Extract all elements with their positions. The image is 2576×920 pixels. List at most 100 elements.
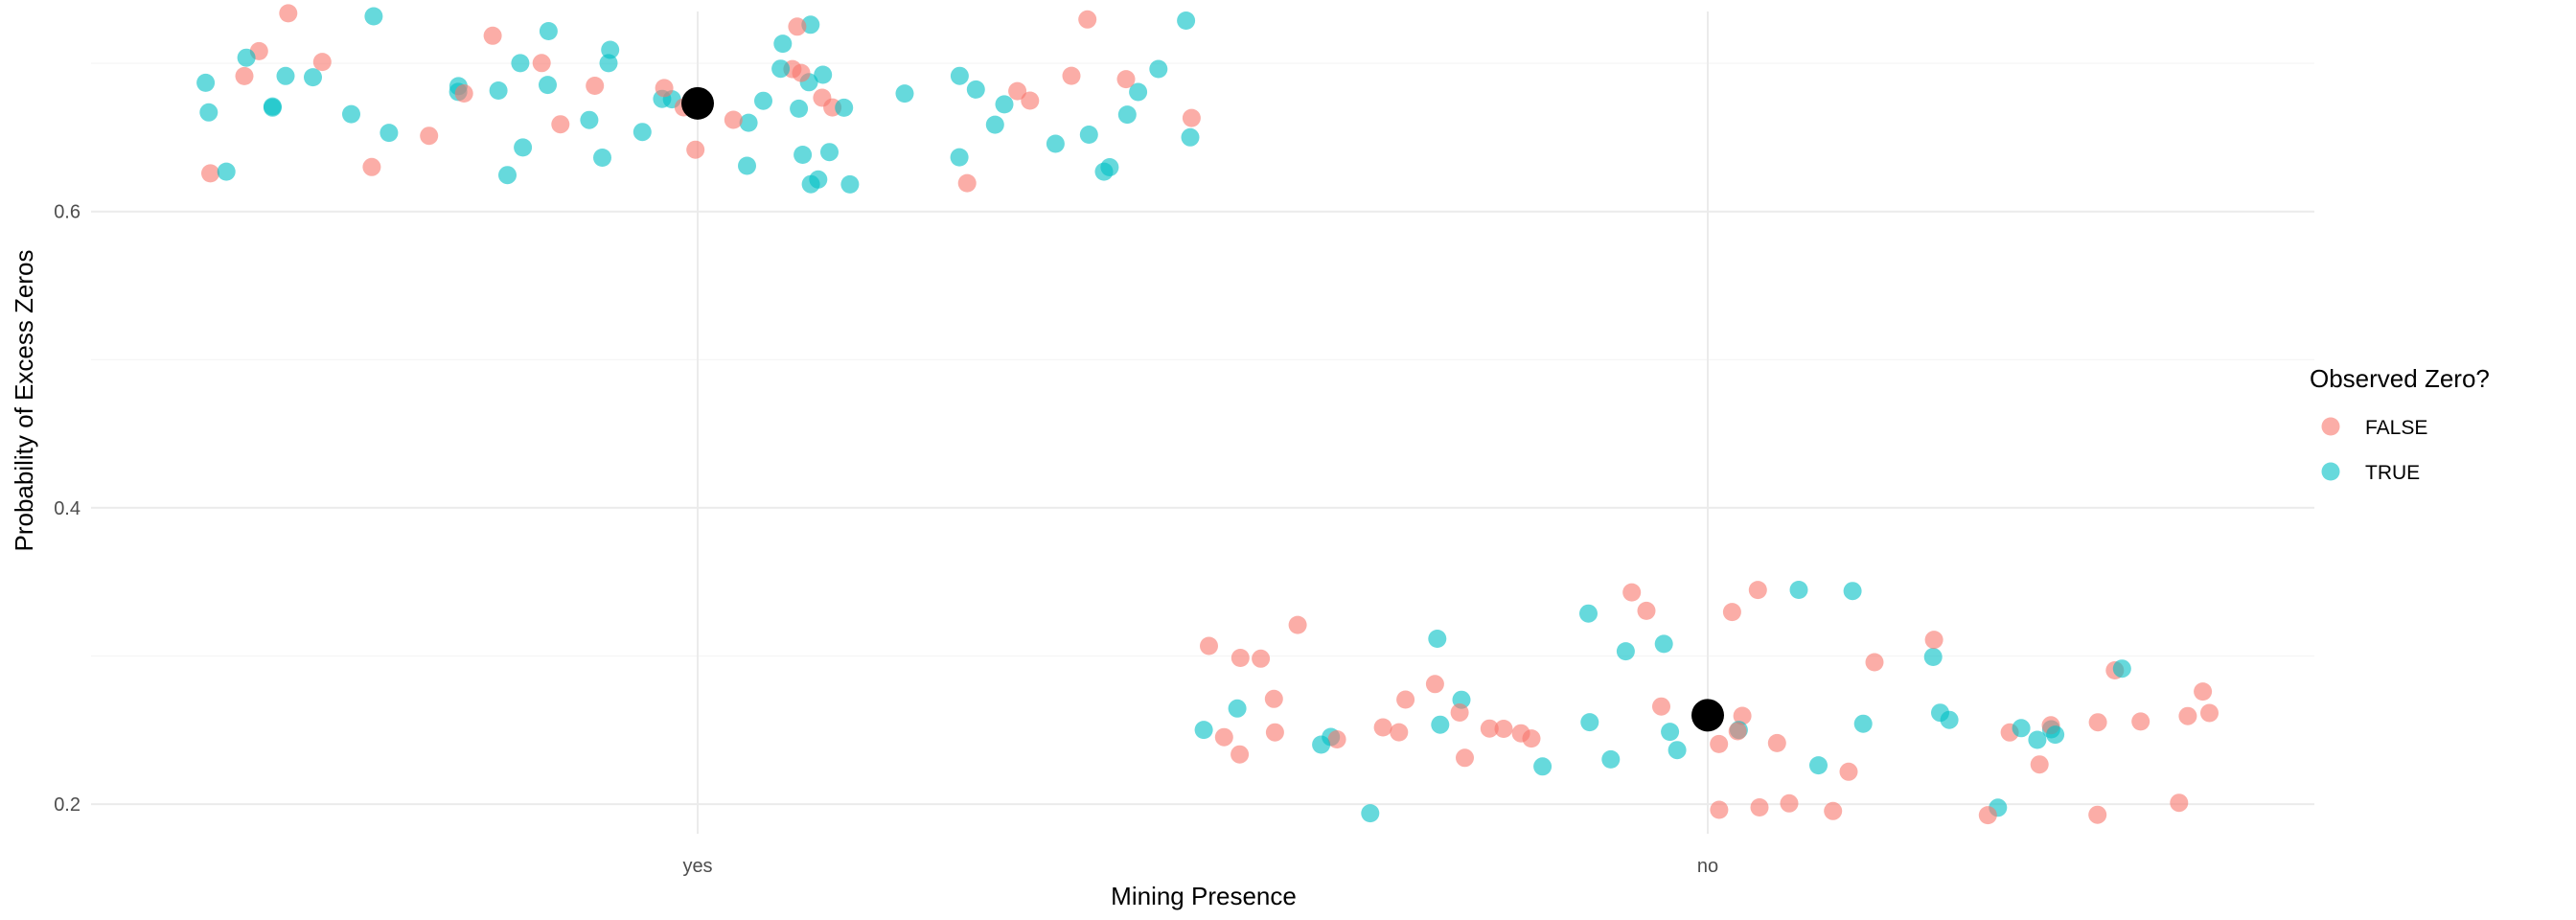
y-tick-label: 0.6 bbox=[54, 202, 80, 223]
point-true bbox=[739, 113, 758, 132]
point-true bbox=[814, 65, 833, 84]
point-true bbox=[995, 95, 1014, 114]
point-false bbox=[686, 140, 705, 159]
point-true bbox=[840, 174, 860, 194]
point-false bbox=[1978, 806, 1997, 825]
point-false bbox=[586, 77, 605, 95]
point-false bbox=[1722, 603, 1741, 622]
point-false bbox=[1728, 722, 1747, 741]
point-true bbox=[801, 15, 820, 34]
point-false bbox=[1230, 649, 1250, 667]
point-false bbox=[655, 79, 674, 98]
point-true bbox=[966, 80, 985, 99]
legend-key-true bbox=[2321, 462, 2340, 481]
point-false bbox=[279, 4, 298, 23]
point-true bbox=[790, 99, 809, 118]
point-false bbox=[1748, 581, 1767, 600]
point-false bbox=[1230, 745, 1250, 764]
legend-title: Observed Zero? bbox=[2310, 364, 2490, 393]
point-true bbox=[835, 98, 854, 117]
point-true bbox=[1149, 59, 1168, 79]
point-true bbox=[1843, 582, 1862, 601]
point-true bbox=[738, 156, 756, 175]
point-true bbox=[2012, 719, 2031, 738]
point-false bbox=[813, 88, 832, 107]
point-true bbox=[1809, 756, 1828, 775]
point-false bbox=[1733, 706, 1752, 725]
point-true bbox=[773, 34, 793, 54]
point-true bbox=[1312, 735, 1331, 754]
point-false bbox=[1824, 801, 1843, 820]
point-true bbox=[1654, 634, 1673, 654]
point-true bbox=[754, 91, 772, 110]
point-true bbox=[199, 103, 218, 122]
point-false bbox=[788, 17, 807, 36]
point-false bbox=[1750, 798, 1769, 816]
point-false bbox=[1767, 733, 1786, 752]
y-tick-label: 0.4 bbox=[54, 498, 80, 519]
y-axis-title: Probability of Excess Zeros bbox=[10, 249, 38, 551]
point-true bbox=[599, 54, 618, 73]
x-tick-label: yes bbox=[682, 856, 712, 877]
point-true bbox=[593, 149, 611, 167]
point-true bbox=[1789, 581, 1808, 599]
point-false bbox=[1182, 108, 1201, 127]
point-true bbox=[2028, 730, 2047, 749]
point-false bbox=[1450, 703, 1469, 722]
point-true bbox=[1194, 721, 1213, 740]
point-true bbox=[1580, 713, 1599, 732]
point-false bbox=[1622, 583, 1642, 602]
point-false bbox=[724, 110, 743, 129]
point-true bbox=[1094, 162, 1114, 181]
point-false bbox=[2131, 712, 2150, 731]
point-false bbox=[1924, 631, 1944, 650]
point-true bbox=[498, 166, 517, 185]
point-true bbox=[1428, 630, 1447, 648]
point-true bbox=[364, 7, 383, 26]
point-true bbox=[1579, 604, 1598, 623]
point-false bbox=[1494, 720, 1513, 738]
point-false bbox=[1288, 615, 1307, 634]
point-false bbox=[1637, 601, 1656, 620]
point-false bbox=[1456, 748, 1474, 768]
grid-layer bbox=[91, 12, 2314, 834]
point-true bbox=[950, 66, 969, 85]
point-true bbox=[304, 68, 322, 87]
legend-key-false bbox=[2321, 417, 2340, 436]
point-false bbox=[1021, 91, 1040, 110]
point-false bbox=[235, 66, 254, 85]
point-true bbox=[1616, 642, 1635, 661]
point-false bbox=[1780, 794, 1799, 813]
point-false bbox=[1214, 727, 1233, 747]
point-false bbox=[1116, 70, 1136, 89]
point-true bbox=[580, 110, 599, 129]
point-true bbox=[950, 148, 969, 167]
point-true bbox=[276, 66, 295, 85]
point-false bbox=[532, 54, 551, 73]
point-false bbox=[362, 157, 381, 176]
point-true bbox=[1853, 714, 1873, 733]
point-false bbox=[1373, 718, 1392, 737]
legend-label-true: TRUE bbox=[2365, 462, 2420, 484]
point-true bbox=[1361, 804, 1380, 823]
point-true bbox=[489, 81, 508, 100]
data-points bbox=[196, 4, 2219, 825]
point-false bbox=[454, 84, 473, 103]
point-true bbox=[263, 97, 282, 116]
point-true bbox=[632, 123, 652, 142]
point-true bbox=[1129, 82, 1148, 102]
point-false bbox=[1425, 675, 1444, 694]
point-false bbox=[1252, 649, 1271, 668]
point-false bbox=[1078, 10, 1097, 29]
point-true bbox=[820, 143, 839, 162]
point-false bbox=[1710, 800, 1729, 819]
x-tick-label: no bbox=[1697, 856, 1718, 877]
point-true bbox=[1923, 648, 1943, 666]
legend-label-false: FALSE bbox=[2365, 417, 2427, 439]
point-false bbox=[1839, 762, 1858, 781]
point-false bbox=[1327, 730, 1346, 748]
y-tick-label: 0.2 bbox=[54, 794, 80, 816]
point-true bbox=[1940, 710, 1959, 729]
point-false bbox=[551, 115, 570, 134]
